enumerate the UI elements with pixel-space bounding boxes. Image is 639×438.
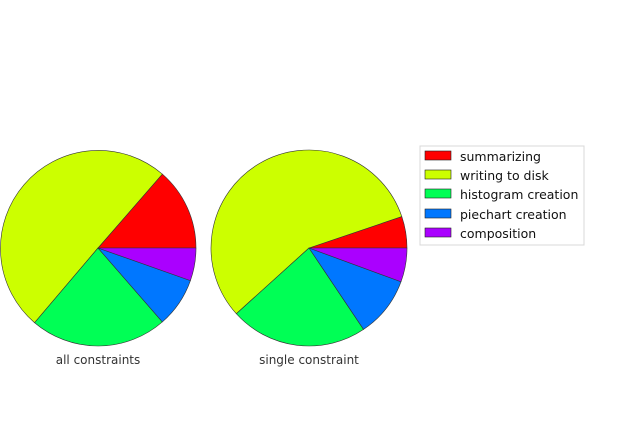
legend-item-histogram-creation: histogram creation	[424, 187, 578, 202]
legend-label-writing-to-disk: writing to disk	[460, 168, 549, 183]
legend-item-piechart-creation: piechart creation	[424, 207, 567, 222]
pie-slice-histogram-creation	[34, 247, 163, 347]
legend-label-summarizing: summarizing	[460, 149, 541, 164]
legend-item-composition: composition	[424, 226, 536, 241]
pie-slice-writing-to-disk	[210, 149, 403, 315]
pie-slice-writing-to-disk	[0, 150, 163, 324]
legend-swatch-summarizing	[424, 150, 452, 161]
pie-label-single-constraint: single constraint	[259, 353, 359, 367]
pie-slice-composition	[97, 247, 197, 281]
legend-label-composition: composition	[460, 226, 536, 241]
pie-chart-all-constraints	[0, 150, 197, 347]
pie-chart-single-constraint	[210, 149, 408, 347]
legend-item-summarizing: summarizing	[424, 149, 541, 164]
legend-swatch-composition	[424, 227, 452, 238]
legend: summarizing writing to disk histogram cr…	[419, 145, 585, 246]
pie-slice-histogram-creation	[236, 247, 364, 347]
pie-slice-summarizing	[97, 173, 197, 249]
pie-slice-composition	[308, 247, 408, 283]
pie-label-all-constraints: all constraints	[56, 353, 141, 367]
legend-swatch-histogram-creation	[424, 188, 452, 199]
legend-item-writing-to-disk: writing to disk	[424, 168, 549, 183]
legend-label-histogram-creation: histogram creation	[460, 187, 578, 202]
legend-swatch-piechart-creation	[424, 208, 452, 219]
legend-swatch-writing-to-disk	[424, 169, 452, 180]
legend-label-piechart-creation: piechart creation	[460, 207, 567, 222]
